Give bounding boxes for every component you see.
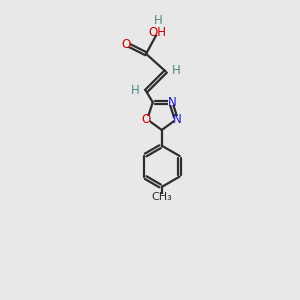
FancyBboxPatch shape xyxy=(142,116,150,122)
Text: O: O xyxy=(142,113,151,126)
Text: N: N xyxy=(173,113,182,126)
Text: OH: OH xyxy=(149,26,167,39)
FancyBboxPatch shape xyxy=(154,17,161,24)
FancyBboxPatch shape xyxy=(152,29,164,35)
FancyBboxPatch shape xyxy=(173,68,180,74)
FancyBboxPatch shape xyxy=(174,116,181,122)
Text: H: H xyxy=(131,84,140,97)
FancyBboxPatch shape xyxy=(168,99,176,105)
Text: H: H xyxy=(154,14,162,27)
Text: N: N xyxy=(167,96,176,109)
FancyBboxPatch shape xyxy=(132,87,139,93)
Text: H: H xyxy=(172,64,181,77)
FancyBboxPatch shape xyxy=(123,41,130,47)
Text: CH₃: CH₃ xyxy=(152,192,172,202)
FancyBboxPatch shape xyxy=(154,194,170,200)
Text: O: O xyxy=(122,38,131,50)
